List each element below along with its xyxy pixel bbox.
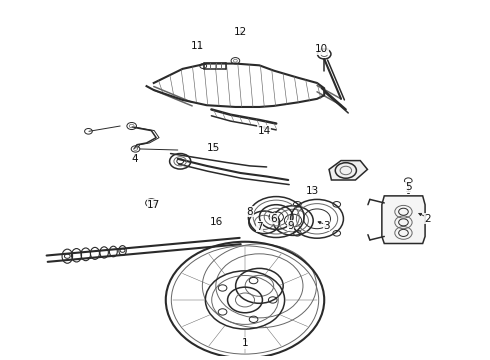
Text: 9: 9	[287, 221, 294, 231]
Text: 6: 6	[270, 214, 277, 224]
Text: 5: 5	[405, 182, 412, 192]
Text: 3: 3	[323, 221, 330, 231]
Text: 17: 17	[147, 200, 160, 210]
Text: 16: 16	[210, 217, 223, 227]
Text: 8: 8	[246, 207, 253, 217]
Text: 11: 11	[190, 41, 204, 51]
Text: 13: 13	[306, 186, 319, 195]
Text: 4: 4	[131, 154, 138, 164]
Text: 7: 7	[256, 221, 263, 231]
Text: 12: 12	[234, 27, 247, 37]
Text: 2: 2	[424, 214, 431, 224]
Polygon shape	[382, 196, 425, 243]
Text: 10: 10	[315, 45, 328, 54]
Text: 1: 1	[242, 338, 248, 348]
Text: 15: 15	[207, 143, 220, 153]
Text: 14: 14	[258, 126, 271, 136]
Polygon shape	[329, 161, 368, 180]
